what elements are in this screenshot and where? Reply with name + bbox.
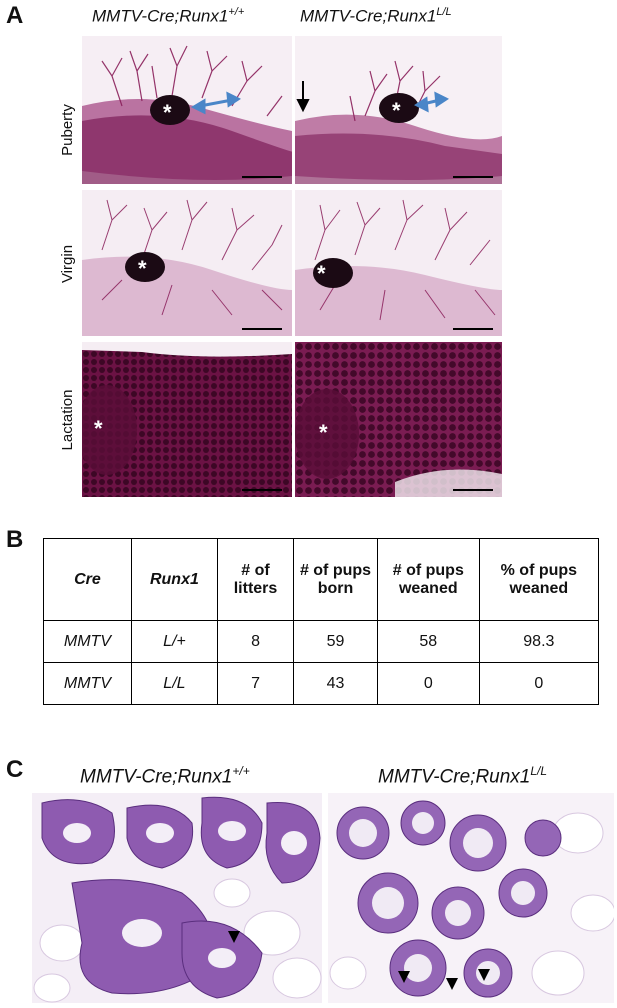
he-micrograph-wildtype xyxy=(32,793,322,1003)
header-pups-born: # of pups born xyxy=(293,538,378,621)
header-pups-weaned: # of pups weaned xyxy=(376,538,480,621)
row-label-lactation: Lactation xyxy=(59,389,76,451)
he-micrograph-knockout xyxy=(328,793,614,1003)
panel-a-col-header-wildtype: MMTV-Cre;Runx1+/+ xyxy=(92,6,245,26)
micrograph-puberty-knockout: * xyxy=(295,36,502,184)
cell-pct-weaned: 0 xyxy=(478,662,600,705)
panel-c-col-header-wildtype: MMTV-Cre;Runx1+/+ xyxy=(80,764,250,788)
row-label-virgin: Virgin xyxy=(59,244,76,284)
table-row: MMTV L/L 7 43 0 0 xyxy=(43,662,600,705)
asterisk-marker: * xyxy=(94,416,103,441)
micrograph-virgin-knockout: * xyxy=(295,190,502,336)
asterisk-marker: * xyxy=(138,256,147,281)
panel-a-label: A xyxy=(6,2,24,29)
header-cre: Cre xyxy=(43,538,132,621)
table-header-row: Cre Runx1 # of litters # of pups born # … xyxy=(43,538,600,621)
table-row: MMTV L/+ 8 59 58 98.3 xyxy=(43,620,600,663)
panel-a-col-header-knockout: MMTV-Cre;Runx1L/L xyxy=(300,6,452,26)
header-pct-weaned: % of pups weaned xyxy=(478,538,600,621)
cell-runx1: L/L xyxy=(130,662,218,705)
cell-pups-weaned: 58 xyxy=(376,620,480,663)
asterisk-marker: * xyxy=(319,420,328,445)
cell-pups-weaned: 0 xyxy=(376,662,480,705)
cell-pups-born: 43 xyxy=(293,662,378,705)
litter-survival-table: Cre Runx1 # of litters # of pups born # … xyxy=(43,538,600,705)
micrograph-lactation-wildtype: * xyxy=(82,342,292,497)
asterisk-marker: * xyxy=(392,98,401,123)
cell-cre: MMTV xyxy=(43,662,132,705)
row-label-puberty: Puberty xyxy=(59,104,76,156)
asterisk-marker: * xyxy=(317,261,326,286)
cell-litters: 7 xyxy=(216,662,295,705)
micrograph-lactation-knockout: * xyxy=(295,342,502,497)
micrograph-virgin-wildtype: * xyxy=(82,190,292,336)
panel-c-col-header-knockout: MMTV-Cre;Runx1L/L xyxy=(378,764,548,788)
cell-runx1: L/+ xyxy=(130,620,218,663)
header-litters: # of litters xyxy=(216,538,295,621)
panel-c-label: C xyxy=(6,756,24,783)
cell-pups-born: 59 xyxy=(293,620,378,663)
panel-b-label: B xyxy=(6,526,24,553)
header-runx1: Runx1 xyxy=(130,538,218,621)
cell-pct-weaned: 98.3 xyxy=(478,620,600,663)
cell-cre: MMTV xyxy=(43,620,132,663)
cell-litters: 8 xyxy=(216,620,295,663)
micrograph-puberty-wildtype: * xyxy=(82,36,292,184)
asterisk-marker: * xyxy=(163,100,172,125)
